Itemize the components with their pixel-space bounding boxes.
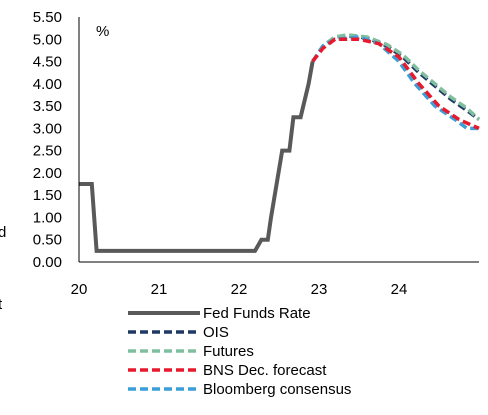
series-line-bns-dec-forecast: [311, 37, 480, 130]
y-tick-label: 5.00: [33, 31, 62, 48]
legend-label: Bloomberg consensus: [203, 381, 351, 398]
y-tick-label: 4.50: [33, 54, 62, 71]
x-tick-label: 23: [311, 281, 328, 298]
y-tick-label: 0.50: [33, 232, 62, 249]
x-tick-label: 24: [391, 281, 408, 298]
x-tick-label: 22: [231, 281, 248, 298]
y-tick-label: 5.50: [33, 9, 62, 26]
y-tick-label: 3.50: [33, 98, 62, 115]
clipped-text-fragment-1: d: [0, 224, 6, 241]
legend: Fed Funds Rate OIS Futures BNS Dec. forecas…: [128, 305, 351, 398]
y-tick-label: 4.00: [33, 76, 62, 93]
y-tick-label: 3.00: [33, 120, 62, 137]
legend-label: Fed Funds Rate: [203, 305, 311, 322]
legend-label: BNS Dec. forecast: [203, 362, 327, 379]
series-layer: [79, 33, 481, 253]
y-tick-label: 2.50: [33, 143, 62, 160]
x-tick-label: 21: [151, 281, 168, 298]
series-line-futures: [311, 33, 481, 121]
unit-label: %: [96, 23, 109, 40]
y-tick-label: 2.00: [33, 165, 62, 182]
y-tick-label: 0.00: [33, 254, 62, 271]
y-tick-label: 1.50: [33, 187, 62, 204]
clipped-text-fragment-2: t: [0, 296, 3, 313]
legend-label: OIS: [203, 324, 229, 341]
x-tick-label: 20: [71, 281, 88, 298]
y-axis-tick-labels: 0.00 0.50 1.00 1.50 2.00 2.50 3.00 3.50 4.00 4.50…: [33, 9, 62, 271]
y-tick-label: 1.00: [33, 209, 62, 226]
series-line-fed-funds-rate: [79, 61, 315, 253]
x-axis-tick-labels: 20 21 22 23 24: [71, 281, 408, 298]
legend-label: Futures: [203, 343, 254, 360]
